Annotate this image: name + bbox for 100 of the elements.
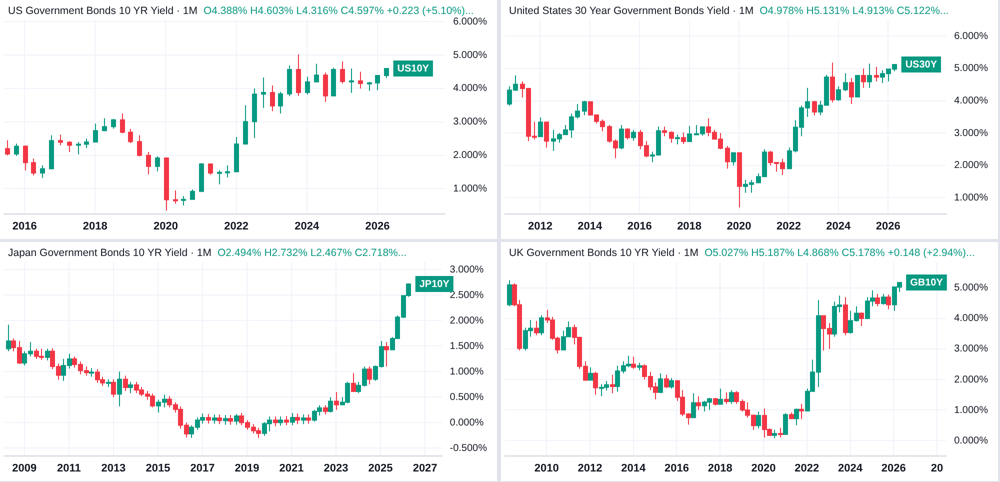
candlestick [217,170,222,185]
x-tick-label: 2013 [101,462,126,474]
x-tick-label: 2012 [578,462,602,474]
candlestick [725,145,730,170]
y-tick-label: 4.000% [954,96,988,106]
y-tick-label: 0.000% [450,417,484,428]
y-tick-label: 6.000% [453,16,488,28]
x-tick-label: 2022 [794,462,820,474]
candlestick [225,164,230,178]
x-tick-label: 2022 [224,220,249,232]
candlestick [228,414,233,426]
candlestick [6,324,11,352]
candlestick [849,78,854,104]
y-tick-label: 0.500% [450,392,484,403]
candlestick [123,375,128,392]
candlestick [669,377,674,390]
x-tick-label: 2020 [726,220,752,232]
chart-title: Japan Government Bonds 10 YR Yield · 1M [8,247,212,259]
y-tick-label: 1.000% [954,404,988,416]
candlestick [729,390,734,404]
candlestick [67,140,72,152]
candlestick [173,190,178,204]
candlestick [875,294,880,307]
chart-subtitle: O5.027% H5.187% L4.868% C5.178% +0.148 (+2.94%)... [704,247,975,259]
x-tick-label: 2016 [664,462,689,474]
x-tick-label: 2026 [881,462,906,474]
candlestick [146,151,151,175]
y-tick-label: 1.500% [450,340,484,352]
x-tick-label: 2027 [412,462,438,474]
candlestick [93,123,98,142]
y-tick-label: 2.000% [453,150,488,162]
x-tick-label: 2016 [627,220,652,232]
candlestick [117,371,122,407]
candlestick [40,164,45,179]
candlestick [306,414,311,424]
candlestick [539,314,544,336]
y-tick-label: 0.000% [954,435,988,446]
candlestick [128,128,133,144]
candlestick [772,429,777,439]
candlestick [859,312,864,327]
x-tick-label: 2019 [234,462,260,474]
candlestick [323,404,328,415]
candlestick [273,416,278,427]
candlestick [349,68,354,94]
candlestick [691,392,696,418]
candlestick [724,392,729,404]
candlestick [367,81,372,92]
candlestick [731,152,736,166]
chart-title: United States 30 Year Government Bonds Yield · 1M [509,5,754,17]
y-tick-label: 1.000% [453,183,488,194]
candlestick [783,412,788,435]
candlestick [664,374,669,389]
candlestick [610,374,615,394]
x-tick-label: 2018 [82,220,108,232]
x-tick-label: 2024 [838,462,864,474]
candlestick [662,126,667,137]
candlestick [234,136,239,173]
x-tick-label: 2017 [190,462,215,474]
candlestick [631,129,636,142]
candlestick [284,416,289,426]
candlestick [84,138,89,148]
candlestick [675,134,680,145]
candlestick [190,188,195,200]
candlestick [799,403,804,420]
y-tick-label: 5.000% [954,282,988,294]
candlestick [843,72,848,92]
candlestick [625,128,630,140]
candlestick [58,134,63,146]
chart-subtitle: O2.494% H2.732% L2.467% C2.718%... [218,247,407,259]
candlestick [296,54,301,96]
y-tick-label: 1.000% [450,366,484,378]
candlestick [314,63,319,83]
x-tick-label: 2026 [365,220,390,232]
candlestick [270,84,275,112]
candlestick [737,152,742,208]
annotation: GB10Y [910,277,944,288]
candlestick [874,66,879,82]
candlestick [278,91,283,114]
candlestick [334,392,339,410]
candlestick [106,378,111,388]
x-tick-label: 2021 [279,462,304,474]
candlestick [789,412,794,420]
candlestick [102,118,107,132]
candlestick [217,414,222,425]
x-tick-label: 2018 [708,462,732,474]
x-tick-label: 2014 [578,220,604,232]
candlestick [328,396,333,413]
x-tick-label: 2024 [294,220,320,232]
candlestick [669,130,674,144]
candlestick [713,397,718,406]
candlestick [534,320,539,336]
annotation: US10Y [397,63,430,74]
candlestick [290,412,295,426]
y-tick-label: 4.000% [954,313,988,324]
y-tick-label: 2.000% [954,160,988,172]
candlestick [812,100,817,116]
candlestick [507,280,512,307]
candlestick [658,372,663,394]
candlestick [351,372,356,393]
x-tick-label: 2016 [12,220,37,232]
